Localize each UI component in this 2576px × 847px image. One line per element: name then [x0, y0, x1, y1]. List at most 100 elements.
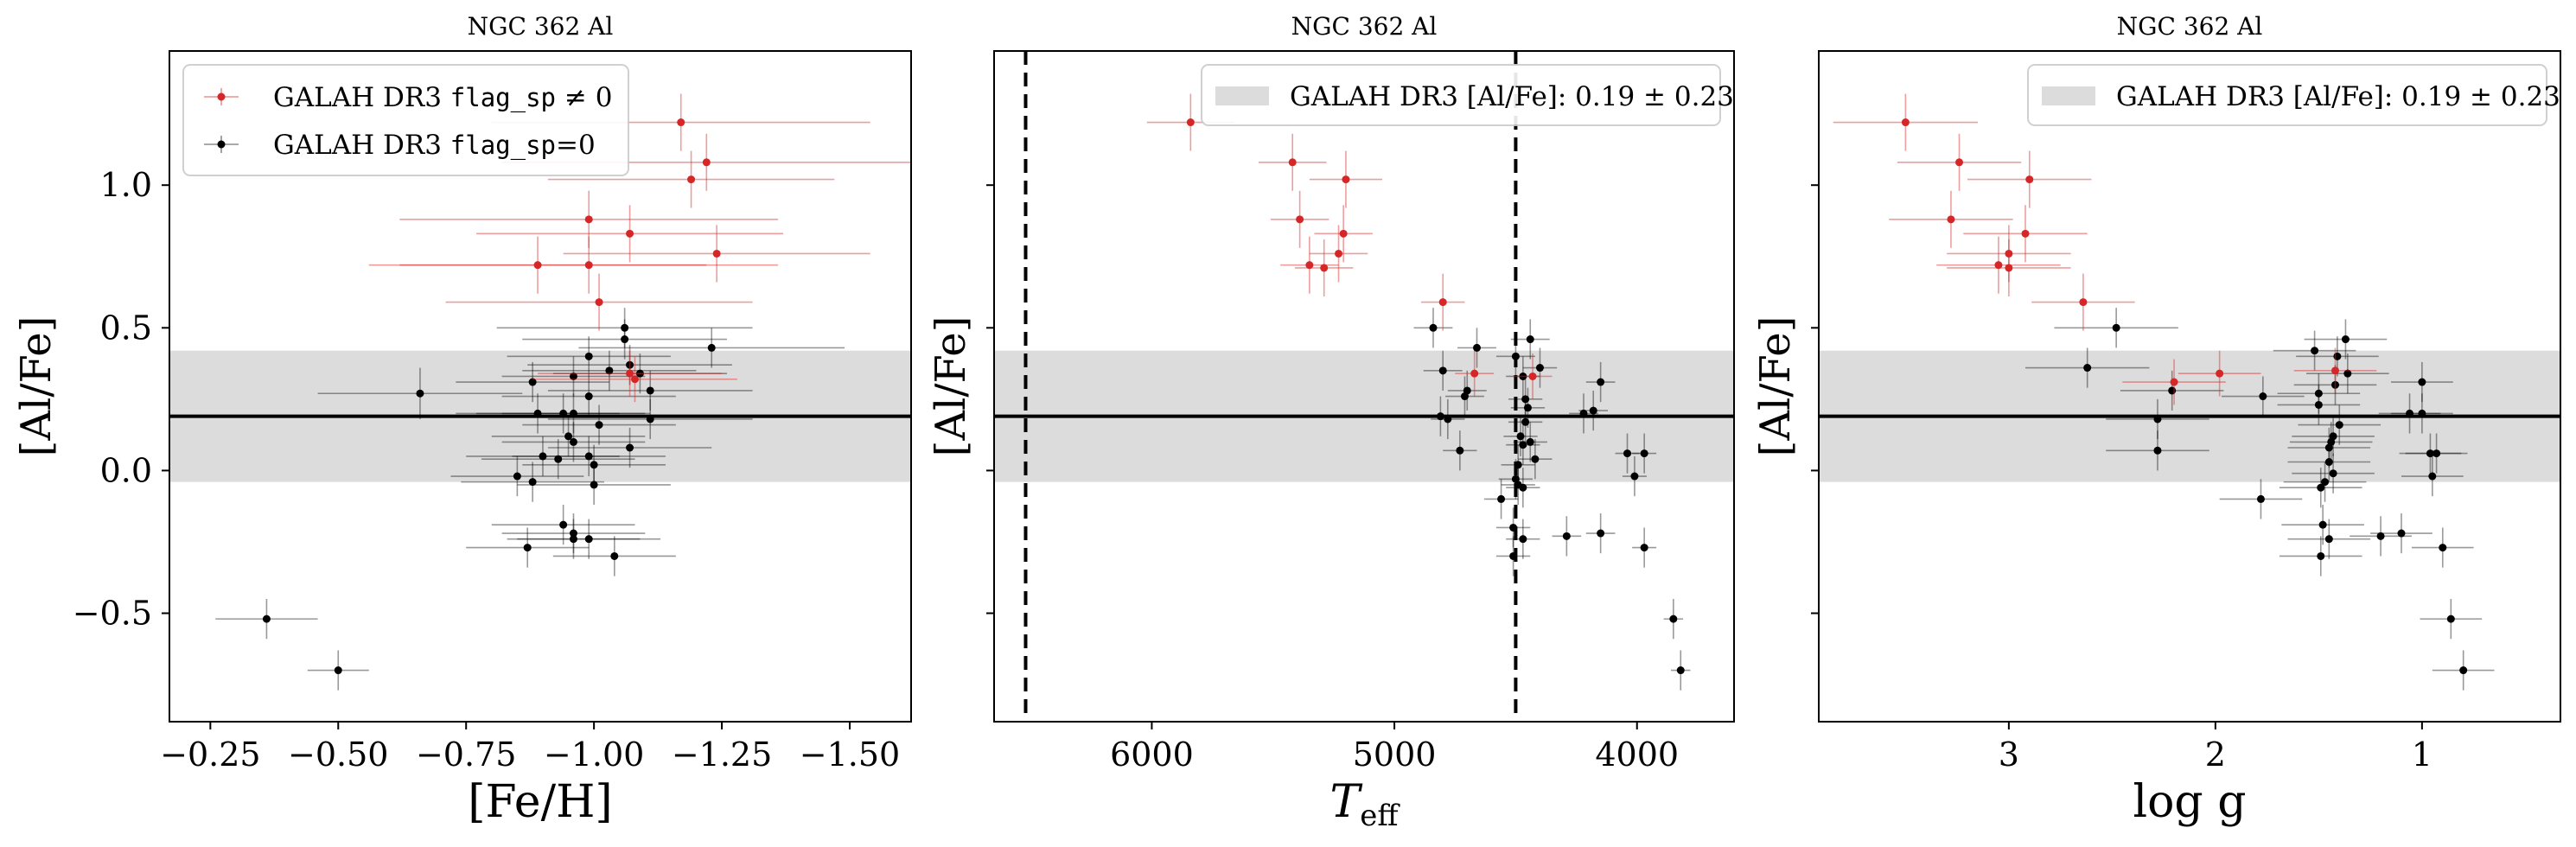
data-marker [1509, 551, 1518, 560]
data-point [2298, 404, 2382, 445]
data-marker [2341, 335, 2350, 344]
data-marker [262, 615, 271, 623]
data-point [2177, 350, 2261, 397]
data-point [1506, 519, 1540, 559]
data-marker [1528, 372, 1537, 380]
y-axis-label: [Al/Fe] [12, 316, 61, 457]
plot-area [169, 93, 911, 691]
data-marker [1342, 175, 1350, 184]
data-marker [1562, 532, 1571, 540]
data-point [2287, 442, 2371, 482]
data-point [2222, 376, 2305, 417]
data-marker [2459, 666, 2468, 675]
data-marker [1640, 449, 1648, 458]
series-flagged [368, 93, 911, 403]
data-point [2391, 361, 2453, 403]
data-marker [1429, 323, 1438, 332]
data-marker [2426, 449, 2434, 458]
legend-label: GALAH DR3 flag_sp=0 [273, 130, 596, 161]
data-point [399, 190, 779, 248]
data-marker [1186, 118, 1195, 127]
data-point [461, 462, 604, 502]
data-marker [626, 229, 634, 238]
data-marker [533, 261, 542, 270]
data-point [2411, 527, 2474, 568]
legend-label: GALAH DR3 [Al/Fe]: 0.19 ± 0.23 [1290, 81, 1734, 112]
data-point [1897, 133, 2022, 191]
data-marker [1497, 494, 1506, 503]
data-point [501, 422, 646, 462]
data-marker [2083, 364, 2092, 373]
data-point [1585, 513, 1616, 554]
data-marker [2406, 409, 2414, 417]
data-marker [595, 298, 603, 307]
data-marker [416, 389, 424, 398]
x-axis-label: [Fe/H] [468, 776, 612, 828]
legend-label-condition: =0 [556, 130, 596, 161]
x-tick-label: 4000 [1595, 736, 1679, 774]
data-marker [2446, 615, 2455, 623]
data-point [552, 536, 676, 576]
data-marker [2321, 478, 2330, 487]
data-point [1423, 350, 1463, 391]
y-tick-label: 0.5 [100, 309, 152, 347]
data-marker [1473, 343, 1482, 352]
data-point [2391, 393, 2453, 434]
data-point [1483, 479, 1519, 519]
data-marker [584, 261, 593, 270]
data-marker [1456, 446, 1464, 455]
data-marker [334, 666, 342, 675]
data-marker [513, 472, 521, 481]
data-marker [1523, 404, 1532, 412]
data-marker [2317, 483, 2325, 492]
legend-band-swatch [2042, 86, 2095, 105]
legend-box [182, 64, 629, 176]
panel-title: NGC 362 Al [1291, 12, 1438, 41]
data-point [547, 370, 753, 411]
data-marker [2112, 323, 2120, 332]
data-point [476, 205, 784, 263]
data-point [1622, 455, 1647, 497]
data-point [491, 416, 646, 456]
data-point [2120, 370, 2224, 411]
data-point [522, 350, 697, 391]
data-marker [2433, 449, 2441, 458]
data-point [1423, 396, 1458, 436]
data-marker [610, 551, 619, 560]
data-marker [2318, 520, 2327, 529]
data-point [2304, 319, 2388, 360]
panel-2: 6000 5000 4000 NGC 362 Al [Al/Fe] Teff GALAH D… [927, 12, 1735, 833]
data-marker [2343, 369, 2352, 378]
data-point [307, 650, 369, 691]
data-point [1508, 379, 1543, 419]
legend-box [1201, 64, 1721, 126]
data-marker [712, 249, 721, 258]
data-point [2370, 513, 2433, 554]
data-point [1445, 376, 1484, 417]
data-point [2273, 330, 2356, 371]
data-marker [626, 443, 634, 452]
legend-box [2027, 64, 2547, 126]
data-marker [1288, 158, 1297, 167]
data-marker [2439, 544, 2447, 552]
data-marker [1460, 392, 1469, 401]
data-marker [590, 481, 598, 489]
data-point [547, 427, 712, 468]
data-point [1431, 398, 1465, 440]
panel-title: NGC 362 Al [468, 12, 614, 41]
data-marker [554, 455, 563, 463]
panel-title: NGC 362 Al [2117, 12, 2263, 41]
data-marker [2329, 469, 2337, 478]
data-point [1833, 93, 1979, 151]
data-marker [584, 535, 593, 544]
data-marker [1509, 523, 1518, 532]
data-point [552, 353, 727, 394]
data-marker [2168, 386, 2177, 395]
x-tick-label: −0.75 [416, 736, 516, 774]
data-marker [687, 175, 696, 184]
data-marker [635, 369, 644, 378]
data-point [517, 464, 671, 506]
data-marker [626, 360, 634, 369]
data-marker [1531, 455, 1540, 463]
